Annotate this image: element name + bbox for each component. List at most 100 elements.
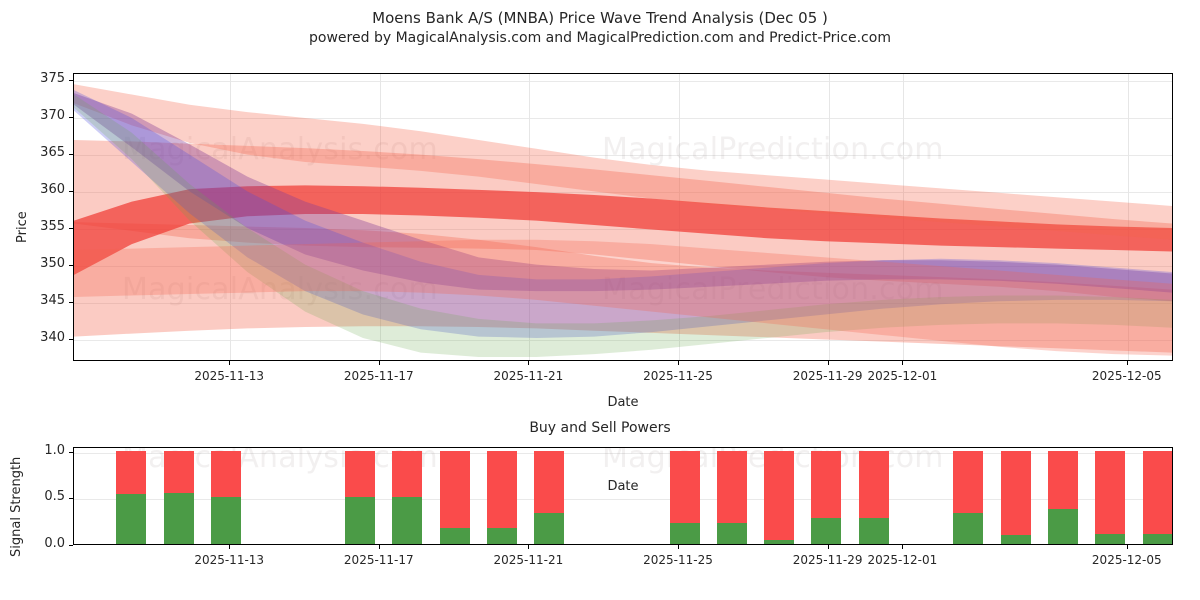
signal-y-tick-label: 1.0: [44, 442, 65, 458]
title-block: Moens Bank A/S (MNBA) Price Wave Trend A…: [0, 8, 1200, 48]
signal-bar: [534, 450, 565, 544]
price-x-tick-label: 2025-11-21: [493, 369, 564, 383]
signal-x-tick-label: 2025-11-21: [493, 553, 564, 567]
signal-bar-buy-segment: [858, 517, 889, 544]
gridline-horizontal: [74, 81, 1172, 83]
signal-bar-buy-segment: [163, 492, 194, 544]
price-y-tick-label: 340: [40, 329, 65, 345]
signal-bar-sell-segment: [345, 450, 375, 498]
signal-bar: [1095, 450, 1126, 544]
price-y-tickmark: [69, 191, 73, 193]
signal-bar-sell-segment: [953, 450, 984, 514]
signal-y-tickmark: [69, 545, 73, 546]
signal-bar: [116, 450, 147, 544]
price-x-tickmark: [902, 361, 904, 365]
signal-bar: [669, 450, 700, 544]
signal-x-tickmark: [528, 545, 530, 549]
signal-bar-sell-segment: [486, 450, 517, 529]
signal-x-tick-label: 2025-11-13: [194, 553, 265, 567]
signal-bar-buy-segment: [392, 497, 423, 544]
signal-bar: [953, 450, 984, 544]
page-title: Moens Bank A/S (MNBA) Price Wave Trend A…: [372, 9, 828, 27]
signal-x-tickmark: [1126, 545, 1128, 549]
price-band-blue-descending-band: [74, 90, 1172, 338]
signal-bar: [1047, 450, 1078, 544]
signal-x-axis-title: Date: [607, 479, 639, 494]
price-x-tickmark: [827, 361, 829, 365]
signal-x-tickmark: [827, 545, 829, 549]
price-y-tickmark: [69, 265, 73, 266]
price-y-tickmark: [69, 301, 73, 303]
signal-bar: [811, 450, 842, 544]
signal-bar-sell-segment: [811, 450, 842, 518]
price-x-tickmark: [1126, 361, 1128, 365]
price-y-tickmark: [69, 117, 73, 119]
price-band-lower-pink-envelope: [74, 222, 1172, 353]
signal-bar-sell-segment: [116, 450, 147, 494]
signal-bar: [1142, 450, 1172, 544]
signal-x-tickmark: [678, 545, 679, 549]
signal-bar-sell-segment: [392, 450, 423, 498]
gridline-horizontal: [74, 118, 1172, 120]
signal-chart-title: Buy and Sell Powers: [529, 420, 671, 436]
signal-plot-area: MagicalAnalysis.com MagicalPrediction.co…: [73, 447, 1173, 545]
signal-bar-buy-segment: [669, 523, 700, 544]
signal-bar-buy-segment: [534, 513, 565, 544]
price-y-tick-label: 375: [40, 71, 65, 87]
price-band-upper-fan-red: [74, 84, 1172, 240]
signal-bar-sell-segment: [1142, 450, 1172, 534]
price-band-core-red-band: [74, 185, 1172, 275]
signal-chart: MagicalAnalysis.com MagicalPrediction.co…: [9, 443, 1173, 567]
signal-bar-buy-segment: [811, 517, 842, 544]
signal-y-tick-label: 0.5: [44, 489, 65, 505]
price-x-tick-label: 2025-11-29: [792, 369, 863, 383]
page-subtitle: powered by MagicalAnalysis.com and Magic…: [309, 30, 891, 46]
gridline-horizontal: [74, 499, 1172, 501]
signal-bar: [163, 450, 194, 544]
gridline-horizontal: [74, 192, 1172, 194]
price-x-tick-label: 2025-11-13: [194, 369, 265, 383]
signal-x-tickmark: [902, 545, 904, 549]
signal-bar: [716, 450, 747, 544]
price-y-tickmark: [69, 154, 73, 156]
signal-y-tickmark: [69, 498, 73, 500]
price-x-tickmark: [678, 361, 679, 365]
price-y-tick-label: 360: [40, 182, 65, 198]
signal-bar: [345, 450, 375, 544]
signal-bar-sell-segment: [439, 450, 470, 529]
signal-bar-sell-segment: [1047, 450, 1078, 509]
gridline-vertical: [1127, 74, 1129, 360]
price-x-tickmark: [378, 361, 380, 365]
signal-bar-buy-segment: [116, 493, 147, 544]
signal-bar: [210, 450, 241, 544]
signal-bar-buy-segment: [953, 513, 984, 544]
price-x-tick-label: 2025-11-17: [343, 369, 414, 383]
signal-bar-buy-segment: [764, 540, 795, 544]
price-band-purple-descending-band: [74, 93, 1172, 293]
signal-bar-sell-segment: [716, 450, 747, 524]
price-band-right-red-widening: [74, 239, 1172, 356]
gridline-horizontal: [74, 155, 1172, 157]
gridline-horizontal: [74, 452, 1172, 454]
price-y-tickmark: [69, 80, 73, 82]
price-x-tick-label: 2025-12-01: [867, 369, 938, 383]
price-x-axis-title: Date: [607, 395, 639, 410]
price-y-axis-title: Price: [15, 211, 30, 243]
signal-bar-sell-segment: [858, 450, 889, 518]
gridline-vertical: [379, 74, 381, 360]
signal-x-tickmark: [378, 545, 380, 549]
signal-x-tick-label: 2025-11-17: [343, 553, 414, 567]
signal-y-tick-label: 0.0: [44, 536, 65, 551]
signal-bar-sell-segment: [534, 450, 565, 514]
gridline-horizontal: [74, 266, 1172, 267]
gridline-horizontal: [74, 302, 1172, 304]
price-chart: MagicalAnalysis.com MagicalPrediction.co…: [15, 71, 1173, 410]
price-y-tick-label: 345: [40, 292, 65, 308]
signal-x-tick-label: 2025-12-05: [1091, 553, 1162, 567]
signal-bar-buy-segment: [210, 497, 241, 544]
signal-y-axis-title: Signal Strength: [9, 456, 24, 557]
signal-bar-buy-segment: [1095, 533, 1126, 544]
signal-x-tick-label: 2025-11-25: [643, 553, 713, 567]
signal-bar: [439, 450, 470, 544]
